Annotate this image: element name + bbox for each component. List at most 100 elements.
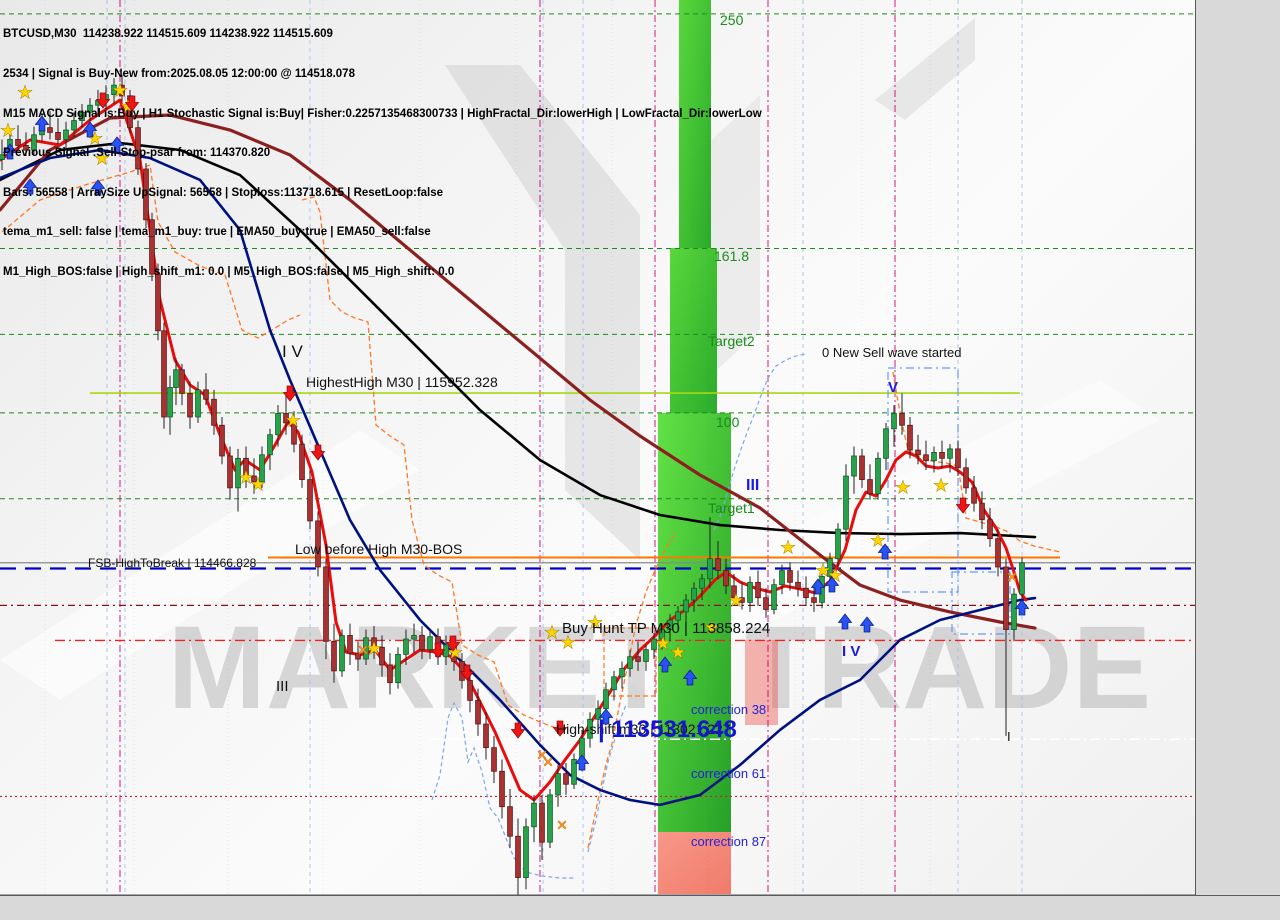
bear-candle xyxy=(507,806,513,837)
star-signal-icon: ★ xyxy=(815,561,830,581)
buy-arrow-icon xyxy=(657,656,673,673)
bear-candle xyxy=(715,558,721,571)
correction-38-label: correction 38 xyxy=(691,702,766,717)
sell-arrow-icon xyxy=(510,722,526,739)
sell-arrow-icon xyxy=(282,385,298,402)
bear-candle xyxy=(379,646,385,666)
bull-candle xyxy=(779,570,785,586)
signal-line: 2534 | Signal is Buy-New from:2025.08.05… xyxy=(3,68,355,81)
star-signal-icon: ★ xyxy=(560,633,575,653)
watermark-logo-red-block xyxy=(745,640,778,725)
indicators-line: M15 MACD Signal is:Buy | H1 Stochastic S… xyxy=(3,107,762,120)
bear-candle xyxy=(795,581,801,589)
buy-zone-box xyxy=(603,627,657,697)
bull-candle xyxy=(843,475,849,530)
bear-candle xyxy=(923,454,929,462)
bull-candle xyxy=(651,638,657,651)
bear-candle xyxy=(995,538,1001,568)
tema-line: tema_m1_sell: false | tema_m1_buy: true … xyxy=(3,226,431,239)
bear-candle xyxy=(227,455,233,489)
fractal-channel-left xyxy=(431,701,576,879)
bull-candle xyxy=(699,578,705,589)
bear-candle xyxy=(371,637,377,648)
watermark-swash xyxy=(0,430,420,700)
ohlc-line: BTCUSD,M30 114238.922 114515.609 114238.… xyxy=(3,28,333,41)
bear-candle xyxy=(419,635,425,651)
bear-candle xyxy=(867,479,873,495)
correction-61-label: correction 61 xyxy=(691,766,766,781)
bear-candle xyxy=(723,570,729,587)
bear-candle xyxy=(731,585,737,599)
symbol-info-panel: BTCUSD,M30 114238.922 114515.609 114238.… xyxy=(3,2,762,306)
buy-arrow-icon xyxy=(824,576,840,593)
bear-candle xyxy=(187,392,193,418)
bear-candle xyxy=(387,664,393,684)
bull-candle xyxy=(627,656,633,669)
watermark-logo xyxy=(445,65,640,560)
sell-arrow-icon xyxy=(445,635,461,652)
bull-candle xyxy=(555,773,561,796)
bull-candle xyxy=(547,794,553,843)
time-axis[interactable] xyxy=(0,895,1280,920)
bull-candle xyxy=(531,802,537,828)
buy-arrow-icon xyxy=(574,754,590,771)
close-signal-icon: ✕ xyxy=(357,643,369,659)
sell-wave-box xyxy=(887,367,959,593)
price-axis[interactable] xyxy=(1195,0,1280,895)
bull-candle xyxy=(883,428,889,459)
bull-candle xyxy=(275,413,281,436)
bull-candle xyxy=(619,668,625,678)
bull-candle xyxy=(235,457,241,489)
bull-candle xyxy=(947,448,953,459)
bear-candle xyxy=(323,566,329,642)
star-signal-icon: ★ xyxy=(655,634,670,654)
fib-zone-green-mid xyxy=(670,248,717,413)
bull-candle xyxy=(259,454,265,483)
bear-candle xyxy=(939,452,945,459)
bull-candle xyxy=(875,457,881,495)
bear-candle xyxy=(23,144,29,151)
bear-candle xyxy=(971,487,977,504)
bear-candle xyxy=(331,640,337,672)
star-signal-icon: ★ xyxy=(587,613,602,633)
bull-candle xyxy=(411,635,417,640)
star-signal-icon: ★ xyxy=(250,475,265,495)
wave-iii-black-label: III xyxy=(276,678,289,695)
bull-candle xyxy=(643,649,649,662)
buy-arrow-icon xyxy=(859,616,875,633)
close-signal-icon: ✕ xyxy=(1006,570,1018,586)
bars-line: Bars: 56558 | ArraySize UpSignal: 56558 … xyxy=(3,186,444,199)
star-signal-icon: ★ xyxy=(780,538,795,558)
watermark-text-right: TRADE xyxy=(745,602,1151,734)
bear-candle xyxy=(55,131,61,140)
star-signal-icon: ★ xyxy=(238,468,253,488)
bear-candle xyxy=(15,139,21,146)
star-signal-icon: ★ xyxy=(728,591,743,611)
star-signal-icon: ★ xyxy=(870,531,885,551)
wave-iv-top-label: I V xyxy=(282,342,303,361)
wave-iii-blue-label: III xyxy=(746,477,759,494)
bear-candle xyxy=(963,467,969,489)
bear-candle xyxy=(47,127,53,133)
bear-candle xyxy=(119,84,125,97)
wave-iv-blue-label: I V xyxy=(842,643,860,660)
bear-candle xyxy=(491,747,497,772)
sell-arrow-icon xyxy=(955,497,971,514)
watermark-slash xyxy=(875,18,975,120)
bull-candle xyxy=(339,635,345,672)
buy-hunt-tp-label: Buy Hunt TP M30 | 113858.224 xyxy=(562,620,770,637)
star-signal-icon: ★ xyxy=(366,639,381,659)
bull-candle xyxy=(771,584,777,610)
bull-candle xyxy=(79,111,85,121)
star-signal-icon: ★ xyxy=(112,81,127,101)
star-signal-icon: ★ xyxy=(933,476,948,496)
buy-arrow-icon xyxy=(682,669,698,686)
prev-signal-line: Previous Signal :Sell-Stop-psar from: 11… xyxy=(3,147,271,160)
bull-candle xyxy=(427,636,433,651)
bull-candle xyxy=(571,759,577,785)
bull-candle xyxy=(747,581,753,603)
bull-candle xyxy=(0,154,5,160)
bull-candle xyxy=(71,120,77,131)
